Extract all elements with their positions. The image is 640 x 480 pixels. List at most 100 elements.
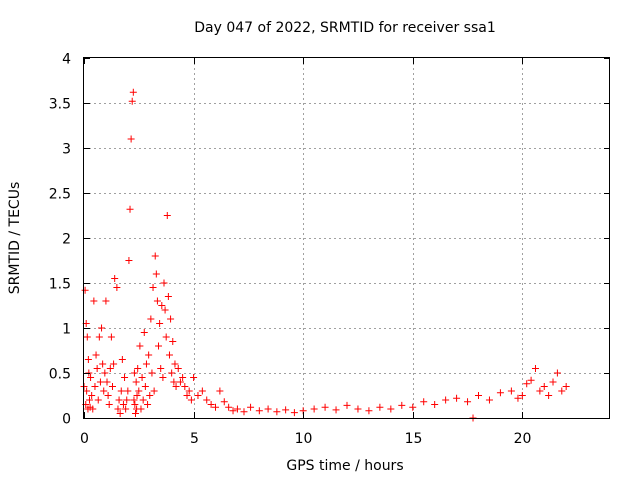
data-point (124, 387, 132, 395)
data-point (129, 88, 137, 96)
data-point (155, 342, 163, 350)
x-axis-label: GPS time / hours (286, 458, 403, 474)
data-point (185, 387, 193, 395)
data-point (89, 405, 97, 413)
data-point (103, 378, 111, 386)
data-point (158, 302, 166, 309)
data-point (321, 403, 329, 411)
data-point (98, 324, 106, 332)
y-tick-label: 2 (62, 232, 71, 248)
data-point (113, 284, 121, 291)
data-point (170, 378, 178, 386)
data-point (194, 392, 202, 399)
data-point (108, 383, 116, 390)
y-tick-label: 0.5 (49, 367, 71, 383)
data-point (536, 387, 544, 395)
data-point (90, 297, 98, 305)
data-point (233, 405, 241, 413)
data-point (156, 320, 164, 327)
data-point (102, 297, 110, 305)
data-point (115, 396, 123, 404)
data-point (387, 405, 395, 413)
data-point (240, 408, 248, 416)
data-point (431, 401, 439, 408)
data-point (398, 401, 406, 409)
data-point (123, 396, 131, 404)
data-point (255, 407, 263, 415)
x-tick-label: 10 (295, 431, 313, 447)
y-tick-label: 4 (62, 52, 71, 68)
data-point (496, 389, 504, 397)
data-point (225, 403, 233, 411)
data-point (216, 387, 224, 395)
data-point (118, 356, 126, 363)
data-point (332, 406, 340, 414)
data-point (282, 406, 290, 414)
data-point (527, 376, 535, 384)
data-point (121, 374, 129, 381)
data-point (146, 392, 154, 399)
data-point (290, 409, 298, 417)
x-tick-label: 20 (514, 431, 532, 447)
data-point (176, 378, 184, 386)
data-point (365, 407, 373, 415)
data-point (130, 369, 138, 377)
data-point (137, 405, 145, 413)
data-point (119, 401, 127, 408)
data-point (161, 306, 169, 314)
data-point (105, 401, 113, 408)
data-point (157, 365, 165, 372)
data-points (80, 88, 570, 422)
data-point (310, 405, 318, 413)
x-tick-label: 5 (190, 431, 199, 447)
data-point (420, 398, 428, 406)
data-point (152, 270, 160, 278)
data-point (183, 392, 191, 399)
data-point (163, 212, 171, 219)
data-point (376, 403, 384, 411)
data-point (94, 396, 102, 404)
data-point (127, 135, 135, 143)
data-point (99, 360, 107, 368)
x-tick-label: 0 (80, 431, 89, 447)
chart-title: Day 047 of 2022, SRMTID for receiver ssa… (194, 20, 496, 36)
data-point (160, 279, 168, 287)
data-point (187, 396, 195, 404)
data-point (531, 365, 539, 372)
data-point (207, 401, 215, 408)
data-point (104, 392, 112, 399)
data-point (165, 351, 173, 359)
data-point (116, 410, 124, 417)
grid (84, 58, 610, 418)
data-point (540, 383, 548, 390)
data-point (114, 405, 122, 413)
data-point (88, 392, 96, 399)
data-point (101, 369, 109, 377)
data-point (190, 374, 198, 381)
data-point (130, 396, 138, 404)
data-point (148, 369, 156, 377)
data-point (167, 315, 175, 323)
data-point (518, 392, 526, 399)
data-point (149, 284, 157, 291)
data-point (264, 405, 272, 413)
data-point (153, 297, 161, 305)
data-point (247, 403, 255, 411)
data-point (203, 396, 211, 404)
data-point (92, 351, 100, 359)
y-tick-label: 0 (62, 412, 71, 428)
data-point (485, 396, 493, 404)
data-point (144, 401, 152, 408)
data-point (128, 97, 136, 105)
data-point (117, 387, 125, 395)
data-point (125, 257, 133, 264)
data-point (132, 410, 140, 417)
data-point (558, 387, 566, 395)
data-point (562, 383, 570, 390)
data-point (141, 383, 149, 390)
data-point (83, 333, 91, 341)
y-tick-label: 1 (62, 322, 71, 338)
data-point (132, 378, 140, 386)
y-tick-label: 3.5 (49, 97, 71, 113)
